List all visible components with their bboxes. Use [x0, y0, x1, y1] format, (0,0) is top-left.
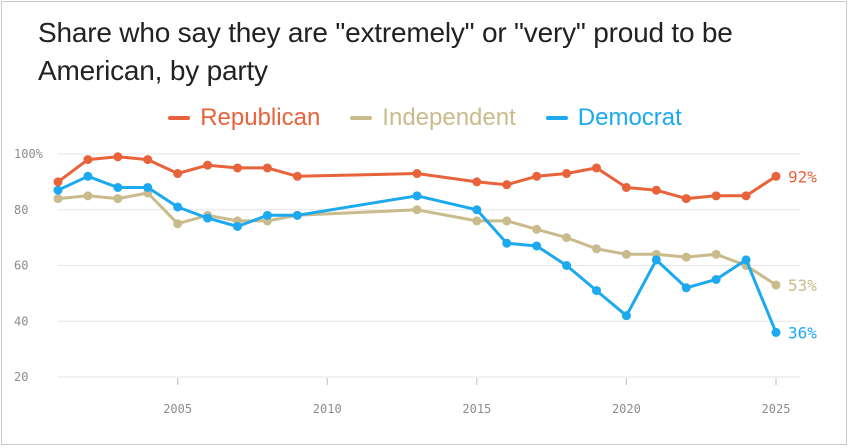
data-point-democrat-2015 [472, 205, 482, 215]
data-point-democrat-2019 [592, 286, 601, 296]
data-point-republican-2004 [143, 155, 153, 165]
y-tick-label-40: 40 [14, 314, 28, 328]
legend-label-republican: Republican [200, 104, 321, 131]
data-point-republican-2003 [113, 152, 123, 162]
data-point-republican-2008 [262, 163, 272, 173]
chart-legend: Republican Independent Democrat [0, 104, 850, 132]
data-point-republican-2005 [173, 169, 183, 179]
data-point-democrat-2023 [711, 274, 721, 284]
x-tick-label-2020: 2020 [612, 402, 641, 416]
data-point-republican-2023 [711, 191, 721, 201]
data-point-republican-2009 [292, 171, 302, 181]
data-point-independent-2020 [621, 249, 631, 259]
data-point-republican-2001 [53, 177, 63, 187]
data-point-democrat-2007 [233, 221, 242, 231]
data-point-independent-2023 [711, 249, 721, 259]
data-point-republican-2016 [502, 180, 512, 190]
x-tick-label-2005: 2005 [163, 402, 192, 416]
y-tick-label-60: 60 [14, 259, 28, 273]
data-point-democrat-2001 [53, 185, 63, 195]
data-point-democrat-2008 [262, 210, 272, 220]
legend-swatch-independent [350, 116, 373, 120]
chart-title: Share who say they are "extremely" or "v… [38, 17, 733, 86]
x-tick-label-2025: 2025 [762, 402, 791, 416]
data-point-independent-2002 [83, 191, 93, 201]
data-point-republican-2018 [562, 169, 572, 179]
data-point-democrat-2004 [143, 182, 153, 192]
data-point-republican-2019 [592, 163, 601, 173]
data-point-democrat-2006 [203, 213, 213, 223]
data-point-democrat-2017 [532, 241, 542, 251]
data-point-independent-2019 [592, 244, 601, 254]
data-point-republican-2015 [472, 177, 482, 187]
legend-label-democrat: Democrat [577, 104, 682, 131]
data-point-independent-2001 [53, 194, 63, 204]
data-point-republican-2002 [83, 155, 93, 165]
legend-swatch-democrat [545, 116, 568, 120]
end-label-independent: 53% [788, 276, 817, 295]
data-point-republican-2025 [771, 171, 781, 181]
data-point-democrat-2003 [113, 182, 123, 192]
legend-label-independent: Independent [382, 104, 516, 131]
data-point-democrat-2025 [771, 327, 781, 337]
legend-item-democrat: Democrat [545, 104, 682, 132]
data-point-democrat-2016 [502, 238, 512, 248]
data-point-democrat-2022 [681, 283, 691, 293]
data-point-democrat-2009 [292, 210, 302, 220]
data-point-republican-2006 [203, 160, 213, 170]
data-point-democrat-2005 [173, 202, 183, 212]
y-tick-label-20: 20 [14, 370, 28, 384]
data-point-republican-2013 [412, 169, 422, 179]
data-point-democrat-2020 [621, 311, 631, 321]
x-tick-label-2015: 2015 [462, 402, 491, 416]
end-label-democrat: 36% [788, 323, 817, 342]
data-point-independent-2017 [532, 224, 542, 234]
data-point-democrat-2002 [83, 171, 93, 181]
data-point-republican-2022 [681, 194, 691, 204]
legend-swatch-republican [168, 116, 191, 120]
data-point-democrat-2018 [562, 261, 572, 270]
data-point-republican-2024 [741, 191, 751, 201]
data-point-republican-2017 [532, 171, 542, 181]
data-point-independent-2018 [562, 233, 572, 243]
data-point-independent-2005 [173, 219, 183, 229]
y-tick-label-100: 100% [14, 147, 44, 161]
x-tick-label-2010: 2010 [313, 402, 342, 416]
data-point-independent-2022 [681, 252, 691, 262]
end-label-republican: 92% [788, 167, 817, 186]
data-point-republican-2007 [233, 163, 242, 173]
data-point-independent-2025 [771, 280, 781, 290]
data-point-republican-2021 [651, 185, 661, 195]
data-point-independent-2016 [502, 216, 512, 226]
legend-item-independent: Independent [350, 104, 516, 132]
data-point-independent-2003 [113, 194, 123, 204]
data-point-independent-2013 [412, 205, 422, 215]
data-point-republican-2020 [621, 182, 631, 192]
data-point-democrat-2013 [412, 191, 422, 201]
y-tick-label-80: 80 [14, 203, 28, 217]
legend-item-republican: Republican [168, 104, 320, 132]
data-point-independent-2015 [472, 216, 482, 226]
data-point-democrat-2024 [741, 255, 751, 265]
data-point-democrat-2021 [651, 255, 661, 265]
